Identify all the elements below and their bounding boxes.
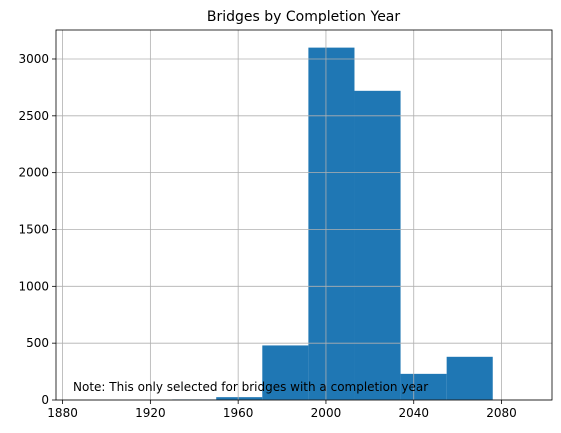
- plot-frame: [55, 29, 553, 401]
- histogram-bar-3: [308, 47, 355, 400]
- x-tick-label-1: 1920: [135, 406, 166, 420]
- y-tick-label-4: 2000: [18, 166, 49, 180]
- x-axis-ticks: 1880 1920 1960 2000 2040 2080: [47, 400, 517, 420]
- chart-annotation: Note: This only selected for bridges wit…: [73, 380, 428, 394]
- x-tick-label-0: 1880: [47, 406, 78, 420]
- y-tick-label-2: 1000: [18, 279, 49, 293]
- x-tick-label-5: 2080: [486, 406, 517, 420]
- y-tick-label-6: 3000: [18, 52, 49, 66]
- y-tick-label-1: 500: [26, 336, 49, 350]
- histogram-bar-5: [400, 373, 447, 400]
- histogram-bar-4: [354, 90, 401, 400]
- histogram-bar-1: [216, 397, 263, 400]
- y-tick-label-0: 0: [41, 393, 49, 407]
- x-tick-label-2: 1960: [223, 406, 254, 420]
- x-tick-label-4: 2040: [398, 406, 429, 420]
- chart-title: Bridges by Completion Year: [207, 9, 401, 25]
- histogram-bars: [172, 47, 493, 400]
- x-tick-label-3: 2000: [311, 406, 342, 420]
- y-axis-ticks: 0 500 1000 1500 2000 2500 3000: [18, 52, 56, 407]
- histogram-bar-6: [446, 356, 493, 400]
- y-tick-label-3: 1500: [18, 222, 49, 236]
- grid-lines: [56, 30, 552, 401]
- histogram-bar-2: [262, 345, 309, 400]
- y-tick-label-5: 2500: [18, 109, 49, 123]
